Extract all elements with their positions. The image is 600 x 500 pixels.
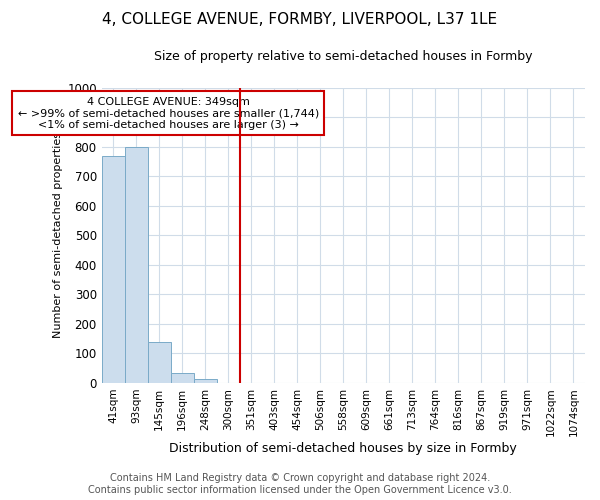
Bar [171,372,194,383]
Bar [101,156,125,383]
Bar [125,147,148,383]
Text: 4, COLLEGE AVENUE, FORMBY, LIVERPOOL, L37 1LE: 4, COLLEGE AVENUE, FORMBY, LIVERPOOL, L3… [103,12,497,28]
Text: 4 COLLEGE AVENUE: 349sqm
← >99% of semi-detached houses are smaller (1,744)
<1% : 4 COLLEGE AVENUE: 349sqm ← >99% of semi-… [17,96,319,130]
X-axis label: Distribution of semi-detached houses by size in Formby: Distribution of semi-detached houses by … [169,442,517,455]
Text: Contains HM Land Registry data © Crown copyright and database right 2024.
Contai: Contains HM Land Registry data © Crown c… [88,474,512,495]
Y-axis label: Number of semi-detached properties: Number of semi-detached properties [53,132,63,338]
Bar [194,378,217,383]
Bar [148,342,171,383]
Title: Size of property relative to semi-detached houses in Formby: Size of property relative to semi-detach… [154,50,533,63]
